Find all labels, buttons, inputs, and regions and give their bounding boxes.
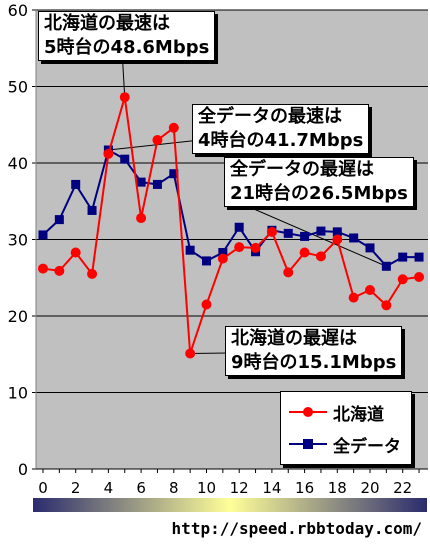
data-point xyxy=(316,227,325,236)
data-point xyxy=(398,253,407,262)
data-point xyxy=(120,155,129,164)
data-point xyxy=(71,180,80,189)
legend-marker-circle-icon xyxy=(289,405,327,419)
data-point xyxy=(55,215,64,224)
y-tick-label: 10 xyxy=(8,384,28,403)
callout-line: 5時台の48.6Mbps xyxy=(44,36,209,60)
data-point xyxy=(251,243,261,253)
legend: 北海道 全データ xyxy=(280,391,412,465)
y-tick-label: 50 xyxy=(8,78,28,97)
x-tick-label: 10 xyxy=(197,479,216,497)
data-point xyxy=(169,123,179,133)
x-tick-label: 18 xyxy=(328,479,347,497)
x-tick-label: 2 xyxy=(71,479,81,497)
data-point xyxy=(136,213,146,223)
data-point xyxy=(103,149,113,159)
callout-hokkaido-slowest: 北海道の最遅は 9時台の15.1Mbps xyxy=(225,326,402,376)
data-point xyxy=(153,180,162,189)
x-tick-label: 6 xyxy=(136,479,146,497)
data-point xyxy=(349,293,359,303)
callout-hokkaido-fastest: 北海道の最速は 5時台の48.6Mbps xyxy=(38,11,215,61)
legend-label: 全データ xyxy=(333,432,401,457)
source-url: http://speed.rbbtoday.com/ xyxy=(172,519,422,538)
legend-marker-square-icon xyxy=(289,437,327,451)
x-tick-label: 16 xyxy=(295,479,314,497)
data-point xyxy=(87,269,97,279)
data-point xyxy=(186,246,195,255)
legend-item-hokkaido: 北海道 xyxy=(289,398,384,426)
data-point xyxy=(202,256,211,265)
data-point xyxy=(381,300,391,310)
data-point xyxy=(39,230,48,239)
data-point xyxy=(202,300,212,310)
colorbar xyxy=(33,498,427,512)
y-tick-label: 20 xyxy=(8,307,28,326)
data-point xyxy=(235,223,244,232)
data-point xyxy=(366,243,375,252)
callout-line: 北海道の最速は xyxy=(44,12,209,36)
data-point xyxy=(415,253,424,262)
data-point xyxy=(71,248,81,258)
x-tick-labels: 0 2 4 6 8 10 12 14 16 18 20 22 xyxy=(38,479,412,497)
y-tick-label: 30 xyxy=(8,231,28,250)
data-point xyxy=(283,267,293,277)
y-tick-label: 60 xyxy=(8,1,28,20)
x-tick-label: 0 xyxy=(38,479,48,497)
data-point xyxy=(365,285,375,295)
data-point xyxy=(284,229,293,238)
callout-line: 4時台の41.7Mbps xyxy=(198,129,363,153)
data-point xyxy=(414,272,424,282)
callout-line: 21時台の26.5Mbps xyxy=(230,182,408,206)
x-tick-label: 14 xyxy=(262,479,281,497)
callout-line: 9時台の15.1Mbps xyxy=(231,351,396,375)
data-point xyxy=(152,135,162,145)
data-point xyxy=(185,348,195,358)
data-point xyxy=(398,274,408,284)
x-tick-label: 22 xyxy=(393,479,412,497)
data-point xyxy=(38,264,48,274)
legend-label: 北海道 xyxy=(333,400,384,425)
data-point xyxy=(234,242,244,252)
data-point xyxy=(300,232,309,241)
data-point xyxy=(267,227,277,237)
callout-line: 北海道の最遅は xyxy=(231,327,396,351)
data-point xyxy=(332,235,342,245)
callout-line: 全データの最速は xyxy=(198,105,363,129)
x-tick-label: 8 xyxy=(169,479,179,497)
data-point xyxy=(120,92,130,102)
data-point xyxy=(300,248,310,258)
data-point xyxy=(54,266,64,276)
data-point xyxy=(88,206,97,215)
data-point xyxy=(349,233,358,242)
x-tick-label: 12 xyxy=(230,479,249,497)
y-tick-label: 0 xyxy=(18,460,28,479)
callout-line: 全データの最遅は xyxy=(230,158,408,182)
x-tick-label: 20 xyxy=(360,479,379,497)
data-point xyxy=(137,178,146,187)
data-point xyxy=(316,251,326,261)
legend-item-all: 全データ xyxy=(289,430,401,458)
data-point xyxy=(382,262,391,271)
y-tick-labels: 0 10 20 30 40 50 60 xyxy=(8,1,28,479)
data-point xyxy=(218,254,228,264)
y-tick-label: 40 xyxy=(8,154,28,173)
x-tick-label: 4 xyxy=(104,479,114,497)
callout-all-fastest: 全データの最速は 4時台の41.7Mbps xyxy=(192,104,369,154)
callout-all-slowest: 全データの最遅は 21時台の26.5Mbps xyxy=(224,157,414,207)
